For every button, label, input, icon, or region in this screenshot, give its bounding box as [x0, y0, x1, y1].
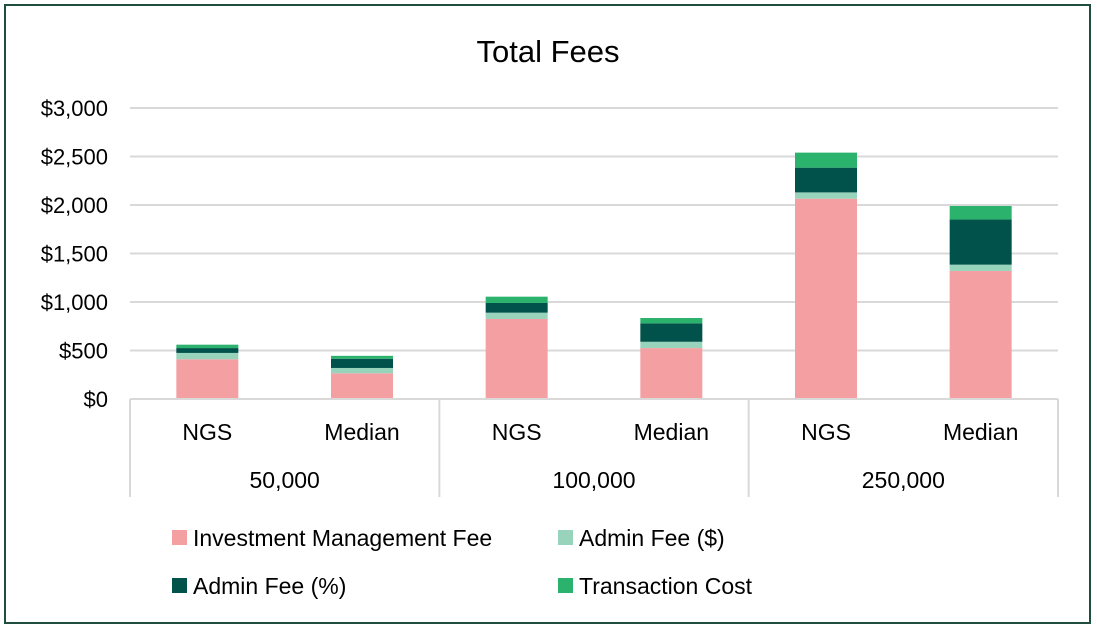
- legend-label: Admin Fee (%): [193, 573, 346, 599]
- legend-swatch: [172, 578, 187, 593]
- bar-segment: [949, 264, 1012, 271]
- x-group-label: 100,000: [552, 467, 635, 493]
- bar-segment: [795, 192, 857, 199]
- bar-segment: [485, 302, 548, 313]
- x-category-label: NGS: [492, 419, 542, 445]
- bar-segment: [176, 352, 239, 360]
- legend-item: Admin Fee ($): [558, 525, 725, 551]
- bar-segment: [795, 152, 857, 168]
- bar-segment: [640, 323, 703, 342]
- bar-segment: [331, 373, 393, 399]
- y-tick-label: $2,000: [41, 193, 108, 218]
- legend-item: Investment Management Fee: [172, 525, 492, 551]
- y-tick-label: $0: [84, 387, 108, 412]
- y-tick-label: $2,500: [41, 145, 108, 170]
- x-category-label: Median: [634, 419, 709, 445]
- legend-label: Admin Fee ($): [579, 525, 725, 551]
- bar-segment: [331, 355, 393, 359]
- bar-segment: [640, 318, 703, 324]
- bar-segment: [640, 341, 703, 349]
- x-category-label: Median: [324, 419, 399, 445]
- legend-swatch: [558, 530, 573, 545]
- legend-swatch: [558, 578, 573, 593]
- x-category-label: Median: [943, 419, 1018, 445]
- bar-segment: [795, 167, 857, 193]
- legend-label: Investment Management Fee: [193, 525, 492, 551]
- chart-title: Total Fees: [476, 34, 619, 69]
- bar-segment: [795, 198, 857, 399]
- bar-segment: [176, 344, 239, 349]
- bar-segment: [485, 296, 548, 303]
- bar-segment: [176, 359, 239, 399]
- bar-segment: [949, 219, 1012, 265]
- bar-segment: [331, 358, 393, 368]
- legend-item: Admin Fee (%): [172, 573, 346, 599]
- bar-segment: [949, 270, 1012, 399]
- y-tick-label: $500: [59, 339, 108, 364]
- bar-segment: [485, 312, 548, 319]
- legend-item: Transaction Cost: [558, 573, 753, 599]
- bar-segment: [331, 367, 393, 374]
- bar-segment: [949, 205, 1012, 220]
- x-category-label: NGS: [182, 419, 232, 445]
- y-tick-label: $3,000: [41, 96, 108, 121]
- x-category-label: NGS: [801, 419, 851, 445]
- x-group-label: 50,000: [249, 467, 319, 493]
- legend-label: Transaction Cost: [579, 573, 753, 599]
- x-group-label: 250,000: [862, 467, 945, 493]
- bar-segment: [485, 318, 548, 399]
- y-tick-label: $1,000: [41, 290, 108, 315]
- y-tick-label: $1,500: [41, 242, 108, 267]
- bar-segment: [176, 348, 239, 353]
- bar-segment: [640, 348, 703, 399]
- legend-swatch: [172, 530, 187, 545]
